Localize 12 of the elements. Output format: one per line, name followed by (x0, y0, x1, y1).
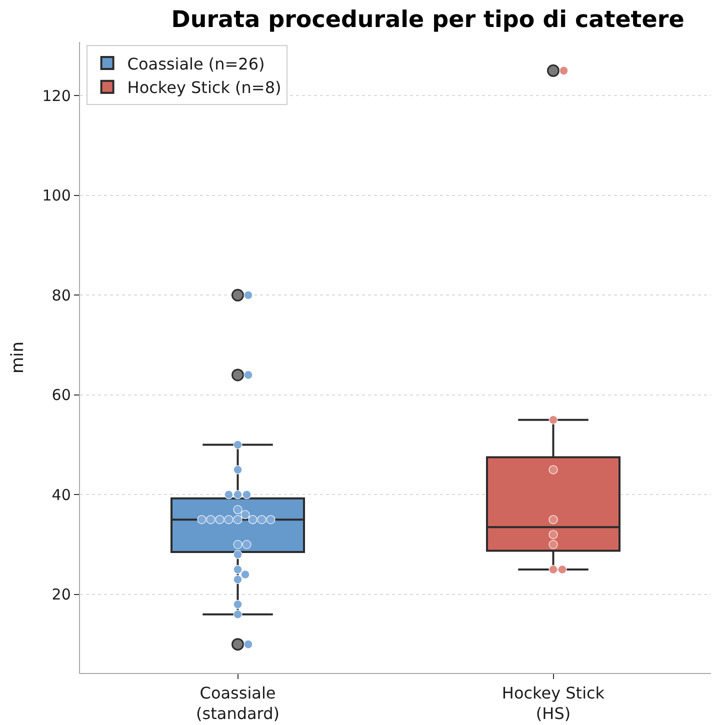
legend-label: Coassiale (n=26) (127, 54, 265, 74)
y-axis-title: min (8, 341, 28, 374)
y-tick-label: 100 (42, 186, 71, 205)
y-tick-label: 60 (52, 386, 71, 404)
y-tick-label: 80 (52, 286, 71, 304)
chart-title: Durata procedurale per tipo di catetere (171, 6, 684, 33)
y-tick-label: 120 (42, 86, 71, 105)
y-tick-label: 20 (52, 586, 71, 604)
x-tick-label: Coassiale (standard) (196, 683, 280, 724)
legend-label: Hockey Stick (n=8) (127, 78, 282, 98)
x-tick-label: Hockey Stick (HS) (502, 683, 606, 724)
y-tick-label: 40 (52, 486, 71, 504)
